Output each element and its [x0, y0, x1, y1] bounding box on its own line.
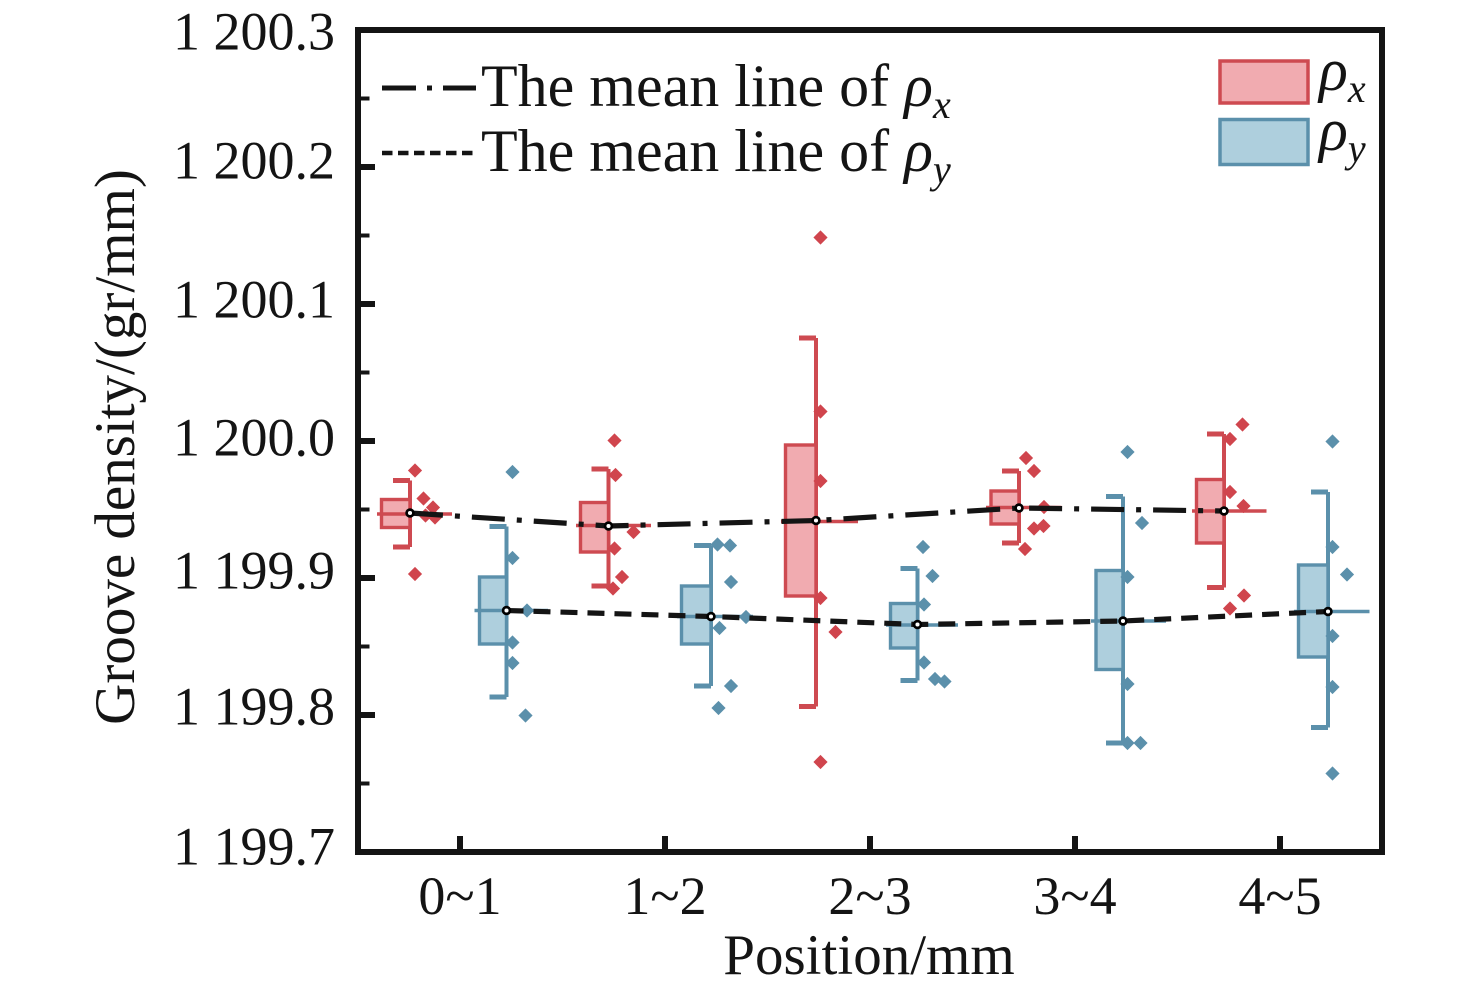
svg-text:1 199.8: 1 199.8 — [173, 677, 335, 737]
svg-text:The mean line of ρx: The mean line of ρx — [481, 53, 951, 127]
svg-text:Position/mm: Position/mm — [723, 924, 1014, 987]
svg-text:Groove density/(gr/mm): Groove density/(gr/mm) — [84, 169, 147, 725]
svg-text:0~1: 0~1 — [418, 866, 501, 926]
svg-text:1 199.7: 1 199.7 — [173, 817, 335, 877]
svg-text:1~2: 1~2 — [623, 866, 706, 926]
svg-text:1 200.1: 1 200.1 — [173, 270, 335, 330]
svg-text:The mean line of ρy: The mean line of ρy — [481, 118, 951, 192]
svg-text:1 199.9: 1 199.9 — [173, 541, 335, 601]
svg-text:1 200.0: 1 200.0 — [173, 408, 335, 468]
svg-text:4~5: 4~5 — [1238, 866, 1321, 926]
svg-text:1 200.2: 1 200.2 — [173, 131, 335, 191]
svg-text:2~3: 2~3 — [828, 866, 911, 926]
svg-text:1 200.3: 1 200.3 — [173, 2, 335, 62]
svg-text:3~4: 3~4 — [1033, 866, 1116, 926]
